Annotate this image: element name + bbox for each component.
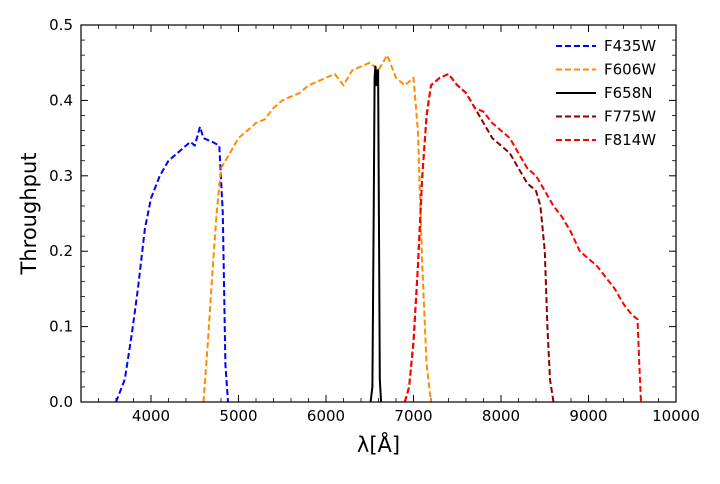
legend-label-f658n: F658N bbox=[604, 84, 652, 102]
legend-label-f775w: F775W bbox=[604, 108, 656, 126]
y-axis-label: Throughput bbox=[17, 153, 41, 276]
legend-label-f814w: F814W bbox=[604, 131, 656, 149]
x-tick-label: 10000 bbox=[652, 407, 700, 425]
x-tick-label: 5000 bbox=[219, 407, 257, 425]
legend: F435W F606W F658N F775W F814W bbox=[556, 37, 656, 149]
x-axis-label: λ[Å] bbox=[357, 431, 400, 457]
x-tick-label: 9000 bbox=[569, 407, 607, 425]
series-line-f606w bbox=[202, 54, 432, 403]
series-line-f814w bbox=[403, 73, 642, 403]
y-tick-label: 0.1 bbox=[49, 318, 73, 336]
x-tick-label: 8000 bbox=[482, 407, 520, 425]
plot-frame bbox=[80, 24, 677, 403]
legend-label-f435w: F435W bbox=[604, 37, 656, 55]
series-line-f435w bbox=[115, 125, 229, 403]
series-line-f658n bbox=[369, 65, 383, 403]
x-tick-label: 7000 bbox=[394, 407, 432, 425]
legend-label-f606w: F606W bbox=[604, 61, 656, 79]
y-tick-label: 0.4 bbox=[49, 91, 73, 109]
y-tick-label: 0.3 bbox=[49, 167, 73, 185]
y-tick-label: 0.5 bbox=[49, 16, 73, 34]
x-tick-label: 4000 bbox=[132, 407, 170, 425]
y-tick-label: 0.2 bbox=[49, 242, 73, 260]
y-tick-label: 0.0 bbox=[49, 393, 73, 411]
x-tick-label: 6000 bbox=[307, 407, 345, 425]
series-layer bbox=[115, 54, 642, 403]
series-line-f775w bbox=[403, 73, 555, 403]
